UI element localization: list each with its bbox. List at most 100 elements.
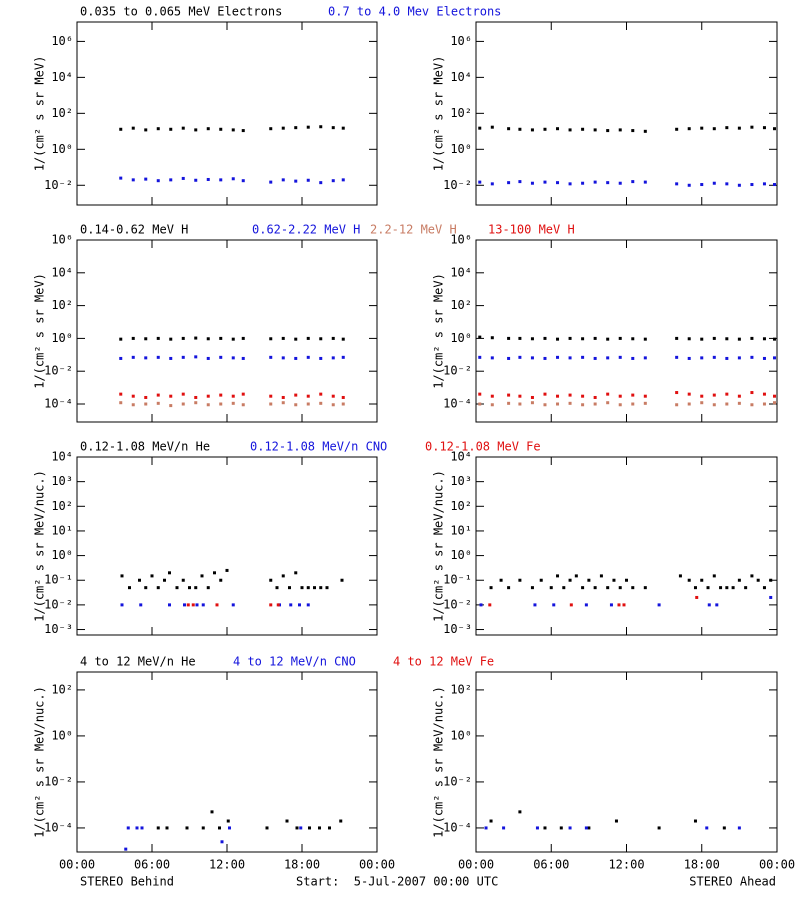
data-point [331, 126, 335, 130]
data-point [725, 402, 729, 406]
data-point [183, 603, 186, 607]
data-point [490, 394, 494, 398]
data-point [331, 336, 335, 340]
data-point [156, 127, 160, 131]
data-point [341, 178, 345, 182]
data-point [593, 128, 597, 132]
data-point [490, 356, 494, 360]
data-point [131, 336, 135, 340]
data-point [772, 183, 776, 187]
data-point [587, 826, 591, 830]
data-point [715, 603, 719, 607]
data-point [200, 574, 204, 578]
data-point [156, 826, 160, 830]
data-point [772, 337, 776, 341]
data-point [687, 402, 691, 406]
y-tick-label: 10⁶ [450, 34, 472, 48]
legend-entry: 4 to 12 MeV Fe [393, 655, 494, 669]
data-point [762, 392, 766, 396]
data-point [568, 128, 572, 132]
data-point [593, 395, 597, 399]
data-point [341, 337, 345, 341]
data-point [206, 394, 210, 398]
data-point [719, 586, 723, 590]
data-point [606, 586, 610, 590]
y-tick-label: 10⁻² [443, 597, 472, 611]
data-point [225, 568, 229, 572]
data-point [144, 395, 148, 399]
data-point [530, 181, 534, 185]
data-point [319, 401, 323, 405]
data-point [341, 126, 345, 130]
data-point [631, 180, 635, 184]
data-point [539, 578, 543, 582]
data-point [231, 603, 235, 607]
data-point [530, 337, 534, 341]
data-point [119, 176, 123, 180]
y-tick-label: 10⁰ [51, 142, 73, 156]
y-tick-label: 10² [51, 298, 73, 312]
legend-entry: 0.12-1.08 MeV/n CNO [250, 440, 387, 454]
data-point [269, 394, 273, 398]
data-point [543, 180, 547, 184]
data-point [552, 603, 556, 607]
data-point [288, 586, 291, 590]
data-point [306, 355, 310, 359]
data-point [568, 336, 572, 340]
data-point [606, 129, 610, 133]
data-point [507, 401, 511, 405]
data-point [294, 393, 298, 397]
data-point [502, 826, 506, 830]
data-point [313, 586, 316, 590]
data-point [606, 401, 610, 405]
data-point [206, 177, 210, 181]
data-point [581, 127, 585, 131]
data-point [631, 393, 635, 397]
data-point [543, 356, 547, 360]
data-point [606, 181, 610, 185]
data-point [168, 571, 171, 575]
data-point [587, 578, 591, 582]
data-point [489, 586, 493, 590]
data-point [568, 578, 572, 582]
data-point [762, 126, 766, 130]
data-point [750, 125, 754, 129]
data-point [687, 392, 691, 396]
data-point [206, 403, 210, 407]
data-point [593, 180, 597, 184]
data-point [599, 574, 603, 578]
data-point [300, 586, 304, 590]
data-point [618, 128, 622, 132]
data-point [712, 355, 716, 359]
data-point [156, 401, 160, 405]
data-point [269, 355, 273, 359]
data-point [581, 394, 585, 398]
data-point [593, 586, 597, 590]
data-point [568, 356, 572, 360]
data-point [219, 127, 223, 131]
data-point [341, 355, 345, 359]
data-point [281, 356, 285, 360]
data-point [687, 356, 691, 360]
y-tick-label: 10⁴ [450, 265, 472, 279]
data-point [294, 337, 298, 341]
data-point [318, 826, 321, 830]
data-point [490, 403, 494, 407]
y-tick-label: 10² [450, 298, 472, 312]
x-tick-label: 00:00 [359, 858, 395, 872]
data-point [479, 603, 483, 607]
legend-entry: 0.035 to 0.065 MeV Electrons [80, 5, 282, 19]
legend-entry: 4 to 12 MeV/n CNO [233, 655, 356, 669]
data-point [156, 179, 160, 183]
data-point [306, 586, 310, 590]
data-point [631, 356, 635, 360]
data-point [700, 401, 704, 405]
plot-frame [76, 456, 378, 636]
data-point [622, 603, 626, 607]
data-point [693, 586, 697, 590]
data-point [643, 394, 647, 398]
data-point [181, 578, 185, 582]
y-axis-label: 1/(cm² s sr MeV) [33, 56, 47, 172]
y-tick-label: 10² [450, 682, 472, 696]
y-tick-label: 10⁰ [51, 548, 73, 562]
